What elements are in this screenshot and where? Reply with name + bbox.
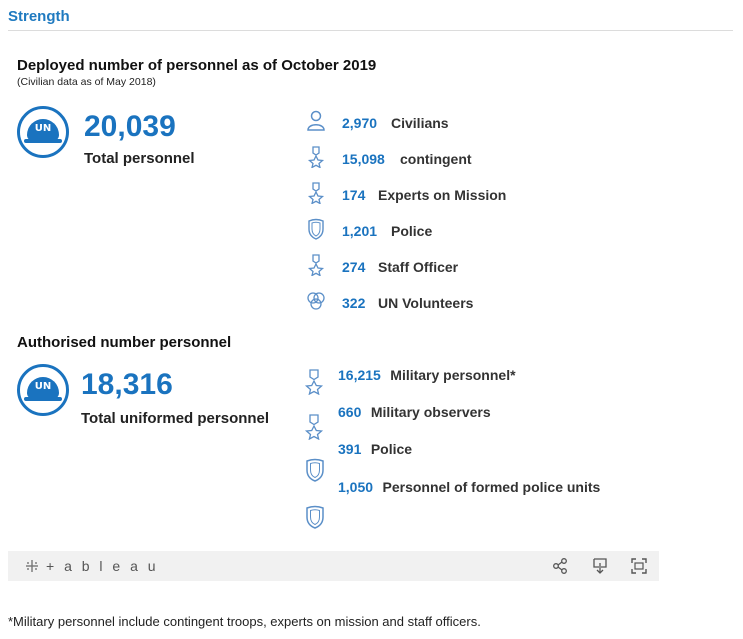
tableau-toolbar: + a b l e a u xyxy=(8,551,659,581)
shield-icon xyxy=(306,505,324,529)
total-uniformed-value: 18,316 xyxy=(81,368,173,401)
un-badge-text: UN xyxy=(34,123,52,134)
deployed-section-title: Deployed number of personnel as of Octob… xyxy=(17,57,377,74)
shield-icon xyxy=(306,458,324,482)
staff-officer-label: Staff Officer xyxy=(378,259,459,275)
authorised-section-title: Authorised number personnel xyxy=(17,334,232,351)
civilians-label: Civilians xyxy=(391,115,449,131)
total-personnel-value: 20,039 xyxy=(84,110,176,143)
fullscreen-icon[interactable] xyxy=(630,557,648,575)
un-helmet-icon: UN xyxy=(17,364,69,416)
military-personnel-row: 16,215 Military personnel* xyxy=(338,367,516,385)
police-label: Police xyxy=(391,223,433,239)
download-icon[interactable] xyxy=(591,557,609,575)
medal-icon xyxy=(304,369,324,395)
formed-police-row: 1,050 Personnel of formed police units xyxy=(338,479,600,497)
authorised-police-row: 391 Police xyxy=(338,441,412,459)
staff-officer-value: 274 xyxy=(342,259,366,275)
experts-label: Experts on Mission xyxy=(378,187,507,203)
medal-icon xyxy=(307,254,325,276)
volunteers-label: UN Volunteers xyxy=(378,295,474,311)
experts-value: 174 xyxy=(342,187,366,203)
footnote: *Military personnel include contingent t… xyxy=(8,614,481,629)
title-divider xyxy=(8,30,733,31)
shield-icon xyxy=(308,218,324,240)
military-personnel-label: Military personnel* xyxy=(390,367,516,383)
deployed-subtitle: (Civilian data as of May 2018) xyxy=(17,76,156,88)
tableau-logo[interactable]: + a b l e a u xyxy=(46,558,159,574)
formed-police-label: Personnel of formed police units xyxy=(382,479,601,495)
un-helmet-icon: UN xyxy=(17,106,69,158)
contingent-value: 15,098 xyxy=(342,151,385,167)
un-badge-text: UN xyxy=(34,381,52,392)
civilians-value: 2,970 xyxy=(342,115,378,131)
police-value: 1,201 xyxy=(342,223,378,239)
authorised-police-label: Police xyxy=(370,441,413,457)
medal-icon xyxy=(304,414,324,440)
volunteers-value: 322 xyxy=(342,295,366,311)
authorised-police-value: 391 xyxy=(338,441,362,457)
medal-icon xyxy=(307,146,325,168)
total-personnel-label: Total personnel xyxy=(84,150,195,167)
medal-icon xyxy=(307,182,325,204)
military-observers-label: Military observers xyxy=(370,404,491,420)
page-title: Strength xyxy=(8,8,70,25)
contingent-label: contingent xyxy=(400,151,472,167)
volunteers-icon xyxy=(307,292,325,310)
military-personnel-value: 16,215 xyxy=(338,367,381,383)
share-icon[interactable] xyxy=(551,557,569,575)
formed-police-value: 1,050 xyxy=(338,479,374,495)
civilian-icon xyxy=(307,110,325,131)
military-observers-value: 660 xyxy=(338,404,362,420)
tableau-logo-icon[interactable] xyxy=(24,559,40,573)
total-uniformed-label: Total uniformed personnel xyxy=(81,410,270,427)
military-observers-row: 660 Military observers xyxy=(338,404,491,422)
